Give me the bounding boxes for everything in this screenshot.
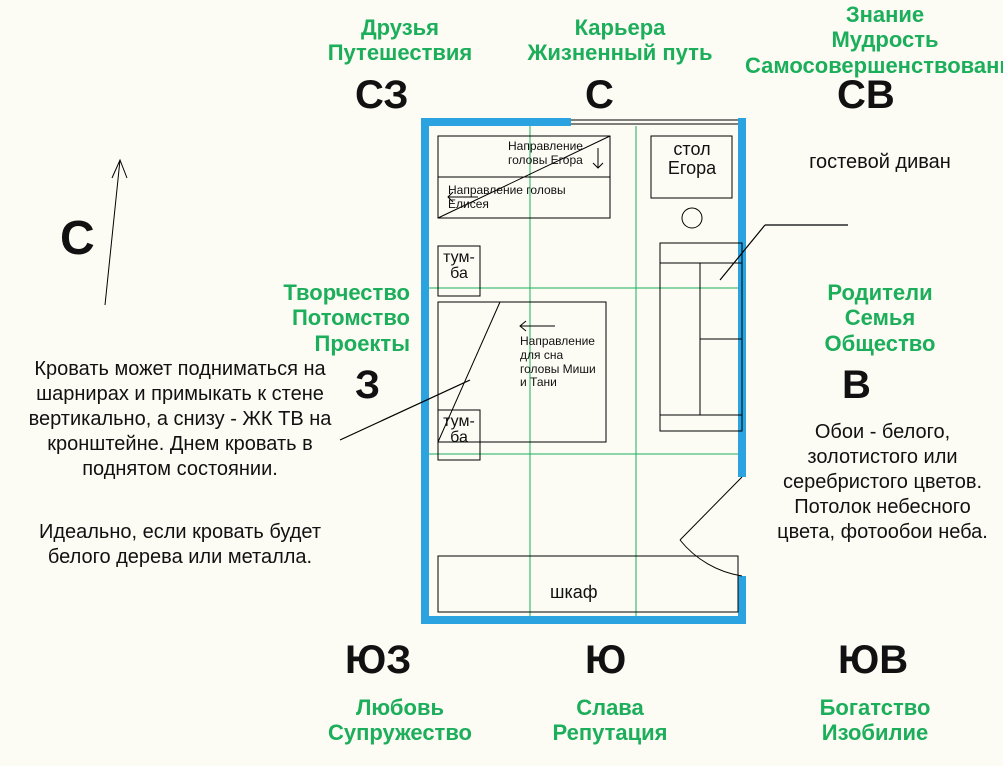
bagua-se: Богатство Изобилие: [775, 695, 975, 746]
bagua-s-2: Репутация: [552, 720, 667, 745]
bunk-top-label: Направление головы Егора: [508, 140, 598, 168]
north-arrow: [105, 160, 127, 305]
bagua-sw-1: Любовь: [356, 695, 444, 720]
tumba2-label: тум-ба: [438, 414, 480, 446]
desk-stool: [682, 208, 702, 228]
north-indicator: С: [60, 215, 95, 263]
bagua-e-2: Семья: [845, 305, 915, 330]
bagua-n-2: Жизненный путь: [528, 40, 713, 65]
bagua-s: Слава Репутация: [510, 695, 710, 746]
note-bed: Кровать может подниматься на шарнирах и …: [15, 357, 345, 482]
dir-ne: СВ: [837, 75, 895, 115]
wardrobe-label: шкаф: [550, 582, 598, 603]
bagua-e-1: Родители: [827, 280, 932, 305]
desk-label: стол Егора: [652, 140, 732, 178]
bagua-ne-2: Мудрость: [831, 27, 938, 52]
bed-note-label: Направление для сна головы Миши и Тани: [520, 335, 605, 390]
bagua-se-1: Богатство: [820, 695, 931, 720]
bagua-n: Карьера Жизненный путь: [495, 15, 745, 66]
bagua-sw: Любовь Супружество: [290, 695, 510, 746]
bagua-nw: Друзья Путешествия: [290, 15, 510, 66]
sofa-label: гостевой диван: [790, 150, 970, 175]
bagua-e: Родители Семья Общество: [790, 280, 970, 356]
bagua-w-2: Потомство: [292, 305, 410, 330]
door: [680, 477, 742, 576]
bagua-se-2: Изобилие: [822, 720, 929, 745]
dir-nw: СЗ: [355, 75, 408, 115]
dir-w: З: [355, 365, 380, 405]
bagua-sw-2: Супружество: [328, 720, 472, 745]
bagua-nw-2: Путешествия: [328, 40, 473, 65]
dir-se: ЮВ: [838, 640, 908, 680]
note-wallpaper: Обои - белого, золотистого или серебрист…: [770, 420, 995, 545]
bagua-w-3: Проекты: [315, 331, 411, 356]
tumba1-label: тум-ба: [438, 250, 480, 282]
sofa: [660, 243, 742, 431]
bagua-ne-1: Знание: [846, 2, 924, 27]
bagua-ne: Знание Мудрость Самосовершенствование: [745, 2, 1003, 78]
bagua-n-1: Карьера: [575, 15, 666, 40]
dir-n: С: [585, 75, 614, 115]
note-bed2: Идеально, если кровать будет белого дере…: [30, 520, 330, 570]
dir-sw: ЮЗ: [345, 640, 411, 680]
bunk-bottom-label: Направление головы Елисея: [448, 184, 568, 212]
bagua-w: Творчество Потомство Проекты: [240, 280, 410, 356]
dir-s: Ю: [585, 640, 626, 680]
bagua-w-1: Творчество: [283, 280, 410, 305]
bagua-nw-1: Друзья: [361, 15, 439, 40]
dir-e: В: [842, 365, 871, 405]
bagua-e-3: Общество: [825, 331, 936, 356]
bagua-s-1: Слава: [576, 695, 644, 720]
